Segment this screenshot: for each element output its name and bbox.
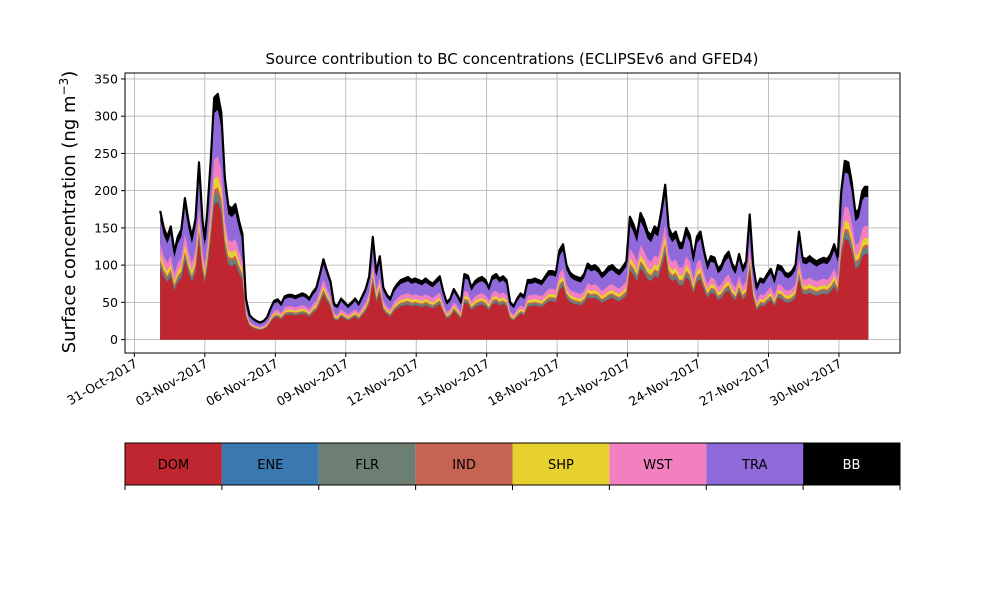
y-tick-label: 100: [94, 258, 118, 273]
y-tick-label: 250: [94, 146, 118, 161]
plot-frame: [124, 72, 901, 354]
y-tick-label: 350: [94, 71, 118, 86]
y-tick-label: 150: [94, 220, 118, 235]
x-tick-label: 24-Nov-2017: [626, 356, 703, 409]
legend-label: DOM: [158, 458, 189, 473]
legend-item-dom: DOM: [125, 443, 222, 485]
area-series: [159, 92, 869, 340]
x-tick-label: 31-Oct-2017: [64, 356, 140, 408]
legend-label: SHP: [548, 458, 574, 473]
y-tick-label: 300: [94, 109, 118, 124]
y-axis-label: Surface concentration (ng m−3): [57, 71, 80, 354]
legend-item-bb: BB: [803, 443, 900, 485]
legend-label: BB: [843, 458, 861, 473]
legend-swatch: [221, 443, 319, 485]
legend-item-ene: ENE: [221, 443, 319, 485]
legend-label: TRA: [741, 458, 767, 473]
y-tick-label: 0: [110, 332, 118, 347]
legend-item-ind: IND: [415, 443, 513, 485]
x-tick-label: 06-Nov-2017: [203, 356, 280, 409]
legend-label: WST: [643, 458, 672, 473]
legend-swatch: [803, 443, 900, 485]
legend-swatch: [706, 443, 804, 485]
x-tick-label: 27-Nov-2017: [696, 356, 773, 409]
colorbar-legend: DOM ENE FLR IND SHP WST TRA BB: [124, 442, 901, 490]
x-tick-label: 15-Nov-2017: [415, 356, 492, 409]
dom-area: [160, 202, 869, 340]
legend-item-tra: TRA: [706, 443, 804, 485]
x-tick-label: 30-Nov-2017: [767, 356, 844, 409]
legend-swatch: [125, 443, 222, 485]
legend-swatch: [415, 443, 513, 485]
legend-item-shp: SHP: [512, 443, 610, 485]
x-tick-label: 09-Nov-2017: [274, 356, 351, 409]
x-tick-label: 21-Nov-2017: [556, 356, 633, 409]
legend-swatch: [318, 443, 416, 485]
y-tick-label: 200: [94, 183, 118, 198]
chart-title: Source contribution to BC concentrations…: [265, 50, 758, 68]
legend-item-flr: FLR: [318, 443, 416, 485]
legend-label: FLR: [355, 458, 379, 473]
bb-outline: [159, 92, 869, 324]
x-tick-label: 03-Nov-2017: [133, 356, 210, 409]
legend-swatch: [512, 443, 610, 485]
legend-label: IND: [452, 458, 476, 473]
legend-swatch: [609, 443, 707, 485]
x-tick-label: 18-Nov-2017: [485, 356, 562, 409]
legend-label: ENE: [257, 458, 283, 473]
legend-item-wst: WST: [609, 443, 707, 485]
y-tick-label: 50: [102, 295, 118, 310]
x-tick-label: 12-Nov-2017: [344, 356, 421, 409]
